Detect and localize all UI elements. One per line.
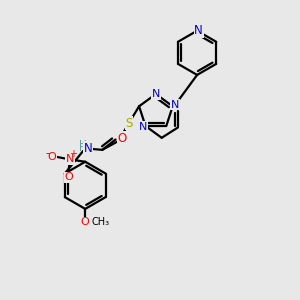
Text: N: N [84, 142, 92, 155]
Text: N: N [139, 122, 147, 132]
Text: H: H [79, 143, 87, 153]
Text: -: - [46, 147, 50, 160]
Text: O: O [48, 152, 57, 162]
Text: CH₃: CH₃ [92, 217, 110, 227]
Text: O: O [81, 217, 90, 227]
Text: N: N [194, 24, 203, 37]
Text: N: N [152, 89, 160, 99]
Text: S: S [125, 117, 133, 130]
Text: N: N [171, 100, 179, 110]
Text: N: N [66, 154, 74, 164]
Text: N: N [84, 142, 93, 155]
Text: O: O [64, 172, 73, 182]
Text: H: H [79, 140, 87, 150]
Text: O: O [117, 132, 127, 145]
Text: +: + [69, 149, 77, 159]
